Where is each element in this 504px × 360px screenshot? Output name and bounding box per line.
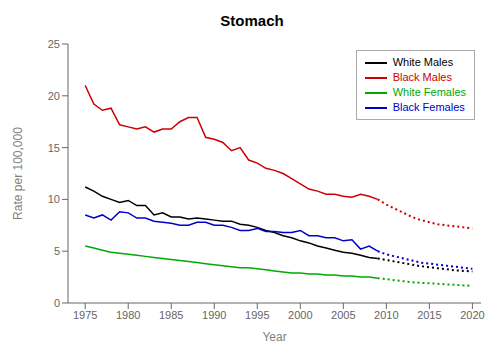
html-text:White Females: White Females xyxy=(392,86,466,98)
svg-text:10: 10 xyxy=(48,193,60,205)
svg-text:2005: 2005 xyxy=(331,309,355,321)
svg-text:1985: 1985 xyxy=(159,309,183,321)
svg-text:1995: 1995 xyxy=(245,309,269,321)
svg-text:2010: 2010 xyxy=(374,309,398,321)
html-text:Black Males: Black Males xyxy=(392,71,452,83)
html-text:White Males: White Males xyxy=(392,56,454,68)
svg-text:1990: 1990 xyxy=(202,309,226,321)
svg-text:1980: 1980 xyxy=(116,309,140,321)
svg-text:2015: 2015 xyxy=(417,309,441,321)
svg-text:15: 15 xyxy=(48,142,60,154)
svg-text:0: 0 xyxy=(54,297,60,309)
svg-text:25: 25 xyxy=(48,38,60,50)
svg-text:Rate per 100,000: Rate per 100,000 xyxy=(11,127,25,220)
svg-text:Year: Year xyxy=(262,330,286,344)
svg-text:1975: 1975 xyxy=(73,309,97,321)
svg-text:2020: 2020 xyxy=(460,309,484,321)
svg-text:20: 20 xyxy=(48,90,60,102)
html-text:Black Females: Black Females xyxy=(392,101,465,113)
svg-text:2000: 2000 xyxy=(288,309,312,321)
html-text:Stomach: Stomach xyxy=(220,12,284,29)
svg-text:5: 5 xyxy=(54,245,60,257)
